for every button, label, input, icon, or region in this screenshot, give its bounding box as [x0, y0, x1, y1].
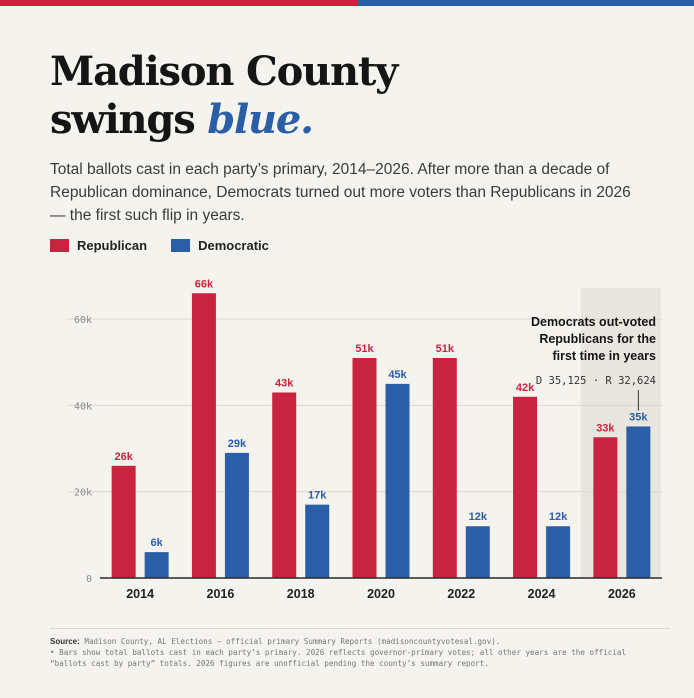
x-tick-label: 2020 [367, 587, 395, 601]
bar-republican [272, 392, 297, 578]
title-line-1: Madison County [50, 48, 398, 95]
y-tick-label: 40k [74, 401, 92, 412]
footer-divider [50, 628, 670, 629]
bar-democratic [144, 552, 169, 578]
annotation-text-line: Republicans for the [539, 332, 656, 346]
annotation-text-line: Democrats out-voted [531, 315, 656, 329]
bar-democratic [305, 504, 330, 578]
data-label: 35k [629, 411, 648, 423]
title-prefix: swings [50, 96, 208, 143]
source-text: Madison County, AL Elections — official … [84, 637, 501, 646]
bar-republican [432, 357, 457, 578]
legend-swatch-republican [50, 239, 69, 252]
bar-democratic [385, 383, 410, 578]
legend-swatch-democratic [171, 239, 191, 252]
source-label: Source: [50, 637, 80, 646]
data-label: 6k [151, 537, 164, 549]
subtitle: Total ballots cast in each party’s prima… [50, 161, 631, 224]
data-label: 12k [549, 511, 568, 523]
y-tick-label: 60k [74, 315, 92, 326]
data-label: 29k [228, 438, 247, 450]
note-line-1: • Bars show total ballots cast in each p… [50, 648, 627, 657]
title-accent-word: blue. [207, 96, 314, 143]
legend-item-democratic: Democratic [171, 238, 269, 253]
x-tick-label: 2016 [207, 587, 235, 601]
source-line: Source: Madison County, AL Elections — o… [50, 636, 670, 647]
bar-democratic [626, 426, 651, 578]
bar-republican [513, 396, 538, 578]
top-accent-blue [358, 0, 694, 6]
data-label: 42k [516, 382, 535, 394]
x-tick-label: 2022 [447, 587, 475, 601]
x-tick-label: 2026 [608, 587, 636, 601]
bar-chart: 0 20k 40k 60k 26k 6k 2014 66k 29k 2016 43k 17k 2018 5… [68, 278, 662, 601]
note-line-2: “ballots cast by party” totals. 2026 fig… [50, 659, 489, 668]
data-label: 51k [355, 343, 374, 355]
page-title: Madison County swings blue. [50, 48, 398, 144]
data-label: 12k [469, 511, 488, 523]
bar-republican [111, 465, 136, 578]
bar-republican [593, 437, 618, 578]
data-label: 17k [308, 490, 327, 502]
bar-republican [352, 357, 377, 578]
bar-democratic [224, 452, 249, 578]
y-tick-label: 0 [86, 574, 92, 585]
legend-item-republican: Republican [50, 238, 147, 253]
legend-label-republican: Republican [77, 238, 148, 253]
data-label: 26k [114, 451, 133, 463]
chart-legend: Republican Democratic [50, 238, 293, 253]
legend-label-democratic: Democratic [198, 238, 269, 253]
top-accent-red [0, 0, 358, 6]
annotation-text-line: first time in years [552, 349, 656, 363]
x-tick-label: 2024 [528, 587, 556, 601]
data-label: 66k [195, 278, 214, 290]
bar-republican [191, 293, 216, 578]
bar-democratic [546, 526, 571, 578]
source-notes: Source: Madison County, AL Elections — o… [50, 636, 670, 669]
annotation-detail: D 35,125 · R 32,624 [536, 375, 656, 387]
data-label: 45k [388, 369, 407, 381]
y-tick-label: 20k [74, 488, 92, 499]
x-tick-label: 2014 [126, 587, 154, 601]
data-label: 43k [275, 377, 294, 389]
title-line-2: swings blue. [50, 96, 397, 144]
data-label: 51k [436, 343, 455, 355]
data-label: 33k [596, 422, 615, 434]
x-tick-label: 2018 [287, 587, 315, 601]
top-accent-bar [0, 0, 694, 6]
bar-democratic [465, 526, 490, 578]
